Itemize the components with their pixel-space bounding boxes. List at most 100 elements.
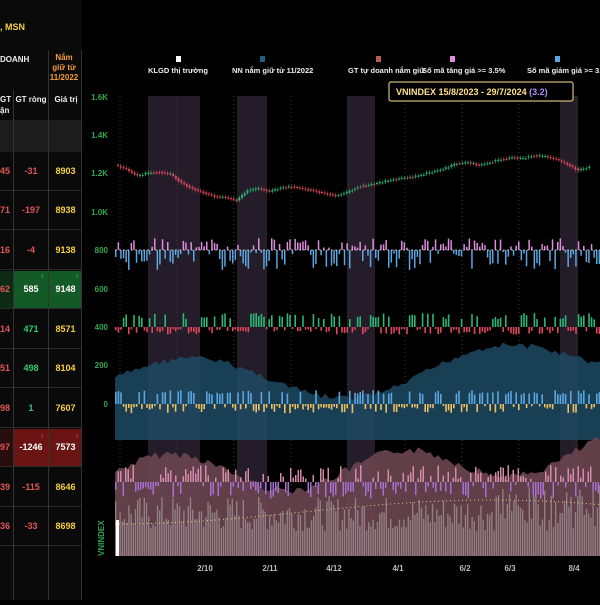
red-bar <box>486 327 489 332</box>
advancers-bar <box>299 242 302 250</box>
blue-bar <box>208 393 211 404</box>
red-bar <box>585 327 588 332</box>
green-bar <box>278 315 281 327</box>
pink-bar <box>417 478 419 482</box>
purple-bar <box>540 482 542 499</box>
red-bar <box>567 327 569 331</box>
green-bar <box>294 315 296 327</box>
candle <box>194 188 197 190</box>
yellow-bar <box>133 404 135 408</box>
row-gt-rong: 585 <box>23 284 39 295</box>
decliners-bar <box>177 250 179 258</box>
volume-bar <box>126 522 128 556</box>
candle <box>577 168 580 171</box>
pink-bar <box>402 472 404 482</box>
volume-bar <box>451 523 453 556</box>
volume-bar <box>244 518 247 556</box>
candle <box>453 163 456 166</box>
decliners-bar <box>538 250 541 266</box>
yellow-bar <box>593 404 595 408</box>
pink-bar <box>360 465 362 482</box>
decliners-bar <box>219 250 221 259</box>
red-bar <box>463 327 465 333</box>
blue-bar <box>479 393 481 404</box>
volume-bar <box>332 504 335 556</box>
blue-bar <box>505 394 507 404</box>
pink-bar <box>280 473 282 482</box>
candle <box>150 172 153 174</box>
volume-bar <box>218 517 220 556</box>
decliners-bar <box>250 250 252 253</box>
decliners-bar <box>242 250 244 264</box>
yellow-bar <box>297 404 299 409</box>
candle <box>378 182 381 184</box>
yellow-bar <box>330 404 333 410</box>
yellow-bar <box>182 404 185 412</box>
candle <box>376 183 378 184</box>
green-bar <box>447 314 450 327</box>
decliners-bar <box>128 250 130 270</box>
yellow-bar <box>276 404 278 407</box>
y-tick-label: 800 <box>95 246 109 255</box>
advancers-bar <box>528 239 530 250</box>
y-tick-label: 1.6K <box>91 93 108 102</box>
pink-bar <box>205 465 207 482</box>
candle <box>422 174 425 176</box>
green-bar <box>372 316 374 327</box>
blue-bar <box>596 393 598 404</box>
y-tick-label: 400 <box>95 323 109 332</box>
volume-bar <box>304 509 306 556</box>
volume-bar <box>447 513 449 556</box>
candle <box>158 172 161 174</box>
red-bar <box>284 327 286 331</box>
volume-bar <box>363 506 365 556</box>
candle <box>398 178 401 180</box>
candle <box>574 167 577 170</box>
volume-bar <box>163 521 165 556</box>
green-bar <box>564 315 567 327</box>
advancers-bar <box>382 244 385 250</box>
y-tick-label: 1.4K <box>91 131 108 140</box>
red-bar <box>437 327 439 334</box>
decliners-bar <box>284 250 286 265</box>
volume-bar <box>570 497 572 556</box>
red-bar <box>528 327 530 334</box>
yellow-bar <box>336 404 338 409</box>
volume-bar <box>145 502 148 556</box>
purple-bar <box>575 482 577 497</box>
purple-bar <box>585 482 587 488</box>
candle <box>444 167 447 169</box>
pink-bar <box>160 474 162 482</box>
volume-bar <box>590 517 592 556</box>
volume-bar <box>348 508 350 556</box>
candle <box>246 190 249 193</box>
decliners-bar <box>575 250 577 267</box>
pink-bar <box>357 478 359 482</box>
candle <box>458 163 461 165</box>
volume-bar <box>583 514 585 556</box>
advancers-bar <box>463 244 465 250</box>
pink-bar <box>410 472 412 482</box>
candle <box>555 158 558 160</box>
purple-bar <box>557 482 559 486</box>
yellow-bar <box>575 404 577 413</box>
row-value: 8698 <box>55 521 76 532</box>
legend-label: KLGD thị trường <box>148 66 208 75</box>
yellow-bar <box>341 404 343 413</box>
pink-bar <box>587 471 589 482</box>
purple-bar <box>527 482 529 488</box>
candle <box>329 194 332 195</box>
green-bar <box>559 318 562 327</box>
candle <box>252 189 254 191</box>
volume-bar <box>167 519 170 556</box>
decliners-bar <box>159 250 161 265</box>
yellow-bar <box>302 404 304 410</box>
advancers-bar <box>479 246 481 250</box>
purple-bar <box>450 482 452 494</box>
candle <box>320 192 323 193</box>
volume-bar <box>550 495 552 556</box>
red-bar <box>406 327 408 335</box>
yellow-bar <box>502 404 504 412</box>
candle <box>279 187 282 189</box>
green-bar <box>375 317 377 327</box>
